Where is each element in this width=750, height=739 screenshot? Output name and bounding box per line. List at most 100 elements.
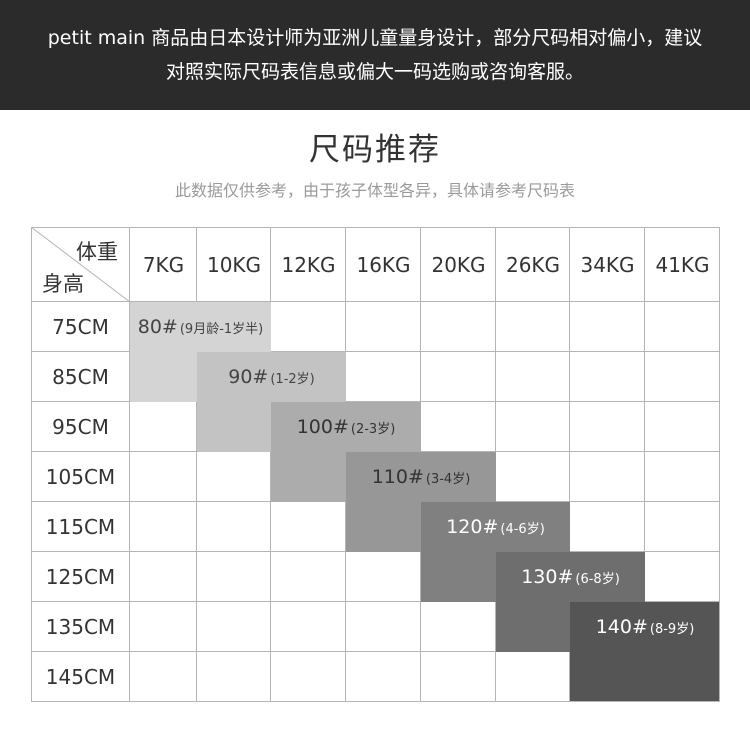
table-cell xyxy=(570,227,645,302)
size-block-label: 130# (6-8岁) xyxy=(496,552,645,602)
table-cell xyxy=(197,452,271,502)
table-cell xyxy=(130,502,197,552)
size-number: 130# xyxy=(521,566,574,588)
table-cell xyxy=(271,602,346,652)
table-cell xyxy=(271,502,346,552)
size-block-label: 80# (9月龄-1岁半) xyxy=(130,302,271,352)
weight-header: 12KG xyxy=(281,252,336,277)
table-cell xyxy=(421,652,496,702)
notice-line-1: petit main 商品由日本设计师为亚洲儿童量身设计，部分尺码相对偏小，建议 xyxy=(47,27,703,49)
table-cell xyxy=(31,402,130,452)
table-cell xyxy=(421,227,496,302)
table-cell xyxy=(271,552,346,602)
table-cell xyxy=(570,402,645,452)
table-cell xyxy=(130,227,197,302)
size-number: 100# xyxy=(296,416,349,438)
table-cell xyxy=(271,227,346,302)
table-cell xyxy=(31,552,130,602)
weight-header: 20KG xyxy=(431,252,486,277)
table-cell xyxy=(570,452,645,502)
size-age-range: (9月龄-1岁半) xyxy=(179,321,264,337)
table-cell xyxy=(346,352,421,402)
table-cell xyxy=(496,402,570,452)
table-cell xyxy=(645,302,720,352)
table-cell xyxy=(645,352,720,402)
table-cell xyxy=(31,602,130,652)
table-cell xyxy=(570,352,645,402)
table-cell xyxy=(421,602,496,652)
table-cell xyxy=(346,302,421,352)
table-cell xyxy=(570,302,645,352)
page-subtitle: 此数据仅供参考，由于孩子体型各异，具体请参考尺码表 xyxy=(174,181,575,200)
table-cell xyxy=(197,552,271,602)
corner-height-label: 身高 xyxy=(42,272,84,296)
size-number: 110# xyxy=(371,466,424,488)
table-cell xyxy=(645,452,720,502)
table-cell xyxy=(496,352,570,402)
notice-banner: petit main 商品由日本设计师为亚洲儿童量身设计，部分尺码相对偏小，建议… xyxy=(0,0,750,110)
table-cell xyxy=(31,302,130,352)
table-cell xyxy=(271,302,346,352)
size-number: 90# xyxy=(228,366,269,388)
page-title: 尺码推荐 xyxy=(309,132,441,168)
table-cell xyxy=(31,502,130,552)
table-cell xyxy=(271,652,346,702)
table-cell xyxy=(130,602,197,652)
table-cell xyxy=(645,402,720,452)
table-cell xyxy=(421,402,496,452)
height-label: 75CM xyxy=(52,315,109,339)
table-cell xyxy=(346,227,421,302)
corner-weight-label: 体重 xyxy=(76,240,118,264)
table-cell xyxy=(346,552,421,602)
table-cell xyxy=(496,302,570,352)
size-block-label: 120# (4-6岁) xyxy=(421,502,570,552)
table-cell xyxy=(31,452,130,502)
table-cell xyxy=(570,502,645,552)
size-recommendation-block: 140# (8-9岁) xyxy=(570,602,720,702)
table-cell xyxy=(645,552,720,602)
size-age-range: (4-6岁) xyxy=(500,521,545,537)
table-cell xyxy=(421,352,496,402)
table-cell xyxy=(197,602,271,652)
height-label: 135CM xyxy=(45,615,116,639)
corner-diagonal xyxy=(31,227,130,302)
weight-header: 41KG xyxy=(655,252,710,277)
table-cell xyxy=(31,227,130,302)
size-number: 140# xyxy=(595,616,648,638)
size-age-range: (2-3岁) xyxy=(350,421,396,437)
table-cell xyxy=(130,452,197,502)
size-block-label: 90# (1-2岁) xyxy=(197,352,346,402)
table-cell xyxy=(346,602,421,652)
height-label: 125CM xyxy=(45,565,116,589)
size-number: 80# xyxy=(137,316,178,338)
table-cell xyxy=(496,452,570,502)
weight-header: 10KG xyxy=(206,252,262,277)
weight-header: 34KG xyxy=(580,252,635,277)
height-label: 95CM xyxy=(52,415,109,439)
size-age-range: (8-9岁) xyxy=(649,621,695,637)
size-age-range: (1-2岁) xyxy=(270,371,315,387)
table-cell xyxy=(130,402,197,452)
notice-line-2: 对照实际尺码表信息或偏大一码选购或咨询客服。 xyxy=(165,61,584,83)
table-cell xyxy=(197,652,271,702)
table-cell xyxy=(130,552,197,602)
table-cell xyxy=(31,352,130,402)
table-cell xyxy=(197,227,271,302)
table-cell xyxy=(645,502,720,552)
weight-header: 16KG xyxy=(356,252,411,277)
height-label: 115CM xyxy=(45,515,116,539)
table-cell xyxy=(421,302,496,352)
table-cell xyxy=(130,652,197,702)
size-age-range: (3-4岁) xyxy=(425,471,471,487)
height-label: 145CM xyxy=(45,665,116,689)
height-label: 85CM xyxy=(52,365,109,389)
height-label: 105CM xyxy=(45,465,116,489)
size-block-label: 110# (3-4岁) xyxy=(346,452,496,502)
table-cell xyxy=(496,227,570,302)
size-age-range: (6-8岁) xyxy=(575,571,620,587)
size-block-label: 140# (8-9岁) xyxy=(570,602,720,652)
weight-header: 26KG xyxy=(505,252,561,277)
table-cell xyxy=(197,502,271,552)
size-block-label: 100# (2-3岁) xyxy=(271,402,421,452)
